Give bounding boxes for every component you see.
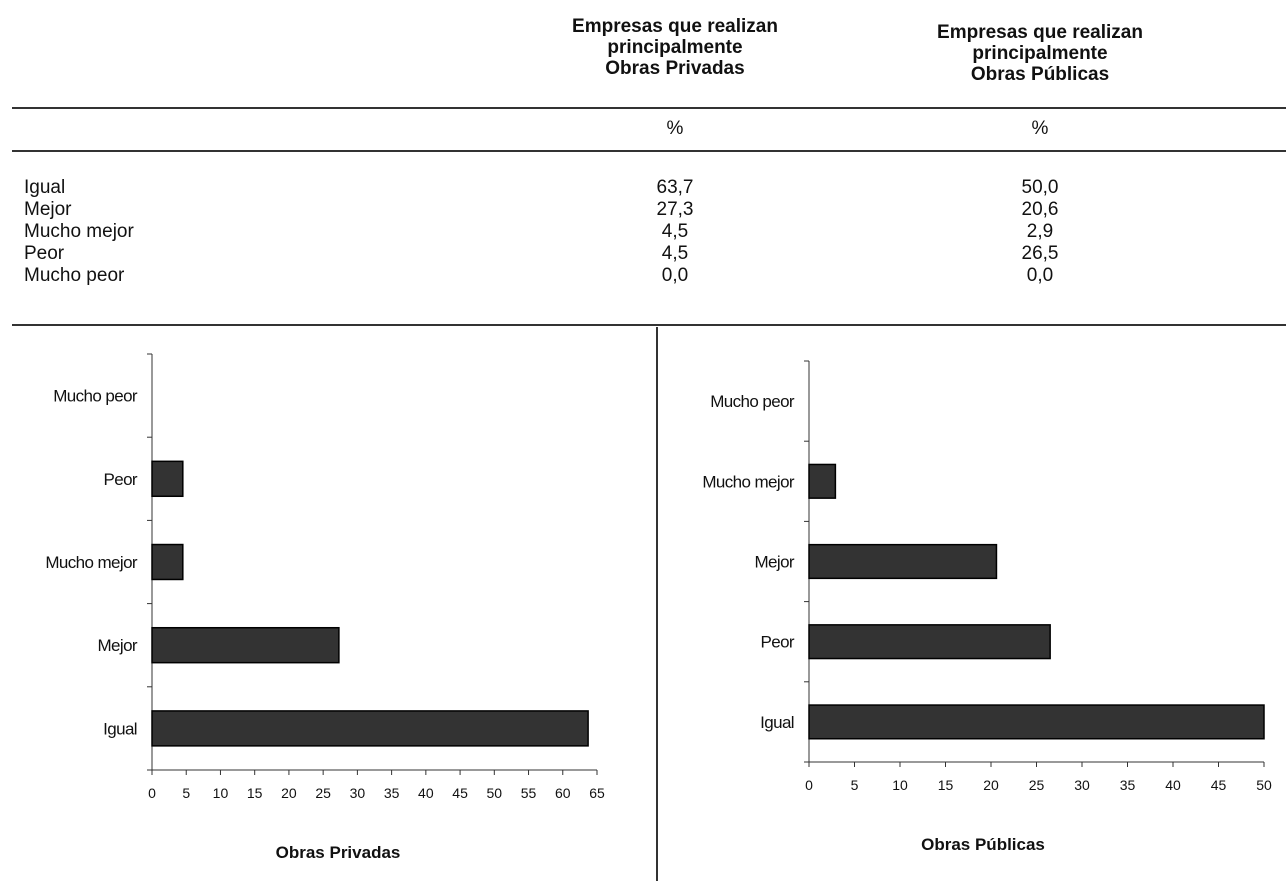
x-tick-label: 60 <box>555 785 571 801</box>
bar <box>151 460 184 498</box>
header-line: principalmente <box>972 43 1108 64</box>
header-line: principalmente <box>607 37 743 58</box>
x-tick-label: 50 <box>1256 777 1272 793</box>
bar <box>808 624 1051 660</box>
x-tick-label: 10 <box>213 785 229 801</box>
cell-publicas: 2,9 <box>1026 221 1054 242</box>
x-tick-label: 10 <box>892 777 908 793</box>
row-label: Igual <box>24 177 66 198</box>
category-label: Peor <box>760 633 794 652</box>
cell-publicas: 50,0 <box>1021 177 1059 198</box>
category-label: Igual <box>760 713 794 732</box>
x-tick-label: 50 <box>487 785 503 801</box>
cell-privadas: 27,3 <box>656 199 694 220</box>
header-line: Empresas que realizan <box>937 22 1143 43</box>
x-tick-label: 15 <box>247 785 263 801</box>
x-tick-label: 20 <box>983 777 999 793</box>
bar <box>808 704 1265 740</box>
x-tick-label: 40 <box>418 785 434 801</box>
x-tick-label: 25 <box>315 785 331 801</box>
category-label: Peor <box>103 470 137 489</box>
x-tick-label: 0 <box>805 777 813 793</box>
row-label: Mejor <box>24 199 72 220</box>
unit-label-publicas: % <box>1031 118 1049 139</box>
category-label: Mucho mejor <box>702 472 795 491</box>
category-label: Mejor <box>97 636 137 655</box>
chart-obras-publicas: 0 5 10 15 20 25 30 35 40 45 50 Igual Peor Mejor Mucho … <box>702 360 1272 854</box>
bar <box>808 543 998 580</box>
cell-privadas: 4,5 <box>661 221 689 242</box>
cell-privadas: 0,0 <box>661 265 689 286</box>
header-line: Obras Privadas <box>605 58 745 79</box>
x-tick-label: 30 <box>350 785 366 801</box>
table-rule-middle <box>12 150 1286 152</box>
column-header-privadas: Empresas que realizan principalmente Obr… <box>525 16 825 79</box>
x-tick-label: 35 <box>384 785 400 801</box>
column-header-publicas: Empresas que realizan principalmente Obr… <box>890 22 1190 85</box>
chart-obras-privadas: 0 5 10 15 20 25 30 35 40 45 50 55 60 65 Igual Mejor Much… <box>45 353 605 862</box>
x-tick-label: 20 <box>281 785 297 801</box>
category-label: Igual <box>103 719 137 738</box>
x-tick-label: 40 <box>1165 777 1181 793</box>
header-line: Obras Públicas <box>970 64 1110 85</box>
chart-title: Obras Privadas <box>276 843 401 862</box>
chart-title: Obras Públicas <box>921 835 1045 854</box>
table-rule-top <box>12 107 1286 109</box>
category-label: Mucho peor <box>710 392 795 411</box>
x-tick-label: 65 <box>589 785 605 801</box>
x-tick-label: 35 <box>1120 777 1136 793</box>
row-label: Mucho peor <box>24 265 125 286</box>
x-tick-label: 45 <box>1211 777 1227 793</box>
x-tick-label: 5 <box>851 777 859 793</box>
x-tick-label: 15 <box>938 777 954 793</box>
cell-publicas: 26,5 <box>1021 243 1059 264</box>
bar <box>151 710 589 747</box>
category-label: Mejor <box>754 553 794 572</box>
bar <box>151 543 184 581</box>
category-label: Mucho peor <box>53 387 138 406</box>
cell-publicas: 0,0 <box>1026 265 1054 286</box>
cell-privadas: 4,5 <box>661 243 689 264</box>
category-label: Mucho mejor <box>45 553 138 572</box>
x-tick-label: 0 <box>148 785 156 801</box>
x-tick-label: 30 <box>1074 777 1090 793</box>
header-line: Empresas que realizan <box>572 16 778 37</box>
x-tick-label: 25 <box>1029 777 1045 793</box>
chart-divider <box>656 327 658 881</box>
row-label: Mucho mejor <box>24 221 134 242</box>
bar <box>808 463 837 499</box>
x-tick-label: 55 <box>521 785 537 801</box>
row-label: Peor <box>24 243 65 264</box>
table-rule-bottom <box>12 324 1286 326</box>
unit-label-privadas: % <box>666 118 684 139</box>
cell-privadas: 63,7 <box>656 177 694 198</box>
bar <box>151 626 340 664</box>
x-tick-label: 5 <box>182 785 190 801</box>
cell-publicas: 20,6 <box>1021 199 1059 220</box>
x-tick-label: 45 <box>452 785 468 801</box>
